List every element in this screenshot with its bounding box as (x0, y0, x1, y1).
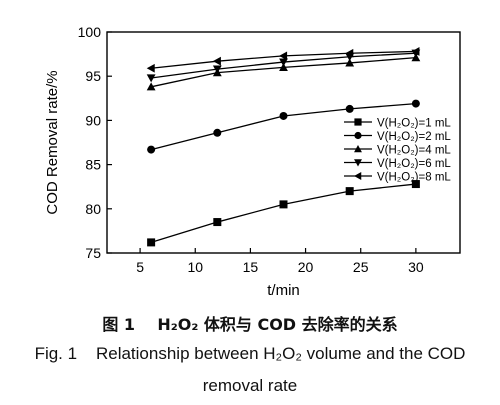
series-3-point (345, 58, 355, 67)
y-tick-label: 100 (78, 24, 102, 40)
x-axis-label: t/min (267, 282, 300, 299)
legend-label: V(H₂O₂)=1 mL (377, 118, 451, 130)
series-1-point (345, 187, 354, 196)
x-tick-label: 20 (298, 259, 314, 275)
y-tick-label: 80 (85, 201, 101, 217)
legend-marker (354, 172, 362, 180)
y-tick-label: 75 (85, 245, 101, 261)
x-tick-label: 15 (243, 259, 259, 275)
series-1-point (279, 200, 288, 209)
series-1-line (150, 183, 416, 244)
legend-marker (354, 131, 362, 140)
series-4-point (279, 58, 288, 67)
x-tick-label: 30 (408, 259, 424, 275)
series-2-point (279, 111, 288, 120)
series-2-point (147, 145, 156, 154)
chart-axes: 5 10 15 20 25 30 75 80 85 90 95 100 t/min COD Removal… (44, 24, 461, 299)
series-5-point (146, 63, 155, 73)
y-tick-label: 85 (85, 157, 101, 173)
series-2-point (213, 128, 222, 137)
legend-label: V(H₂O₂)=8 mL (377, 172, 451, 184)
series-4-point (212, 65, 222, 74)
series-3-point (279, 62, 288, 71)
legend-label: V(H₂O₂)=4 mL (377, 145, 451, 157)
series-2-point (411, 99, 420, 108)
series-5-point (345, 48, 354, 58)
series-5-point (411, 47, 420, 56)
x-tick-label: 10 (187, 259, 203, 275)
legend-marker (354, 145, 362, 153)
legend-label: V(H₂O₂)=6 mL (377, 158, 451, 170)
series-1-point (147, 238, 156, 247)
y-axis-label: COD Removal rate/% (44, 70, 61, 214)
y-tick-label: 95 (85, 68, 101, 84)
x-tick-label: 25 (353, 259, 369, 275)
series-5-point (212, 56, 221, 66)
x-tick-label: 5 (136, 259, 144, 275)
series-1-point (213, 218, 222, 227)
plot-frame (106, 31, 461, 254)
legend-marker (354, 118, 362, 126)
legend-label: V(H₂O₂)=2 mL (377, 131, 451, 143)
series-2-point (345, 104, 354, 113)
chart-series (146, 47, 421, 247)
y-tick-label: 90 (85, 112, 101, 128)
caption-chinese: 图 1 H₂O₂ 体积与 COD 去除率的关系 (102, 315, 398, 334)
caption-english-line2: removal rate (202, 376, 298, 395)
chart-legend: V(H₂O₂)=1 mLV(H₂O₂)=2 mLV(H₂O₂)=4 mLV(H₂… (344, 118, 451, 184)
legend-marker (354, 159, 362, 167)
series-5-point (279, 51, 288, 61)
series-4-point (146, 74, 156, 83)
series-3-point (146, 82, 156, 91)
caption-english-line1: Fig. 1 Relationship between H₂O₂ volume … (34, 344, 466, 363)
series-1-point (411, 180, 420, 189)
